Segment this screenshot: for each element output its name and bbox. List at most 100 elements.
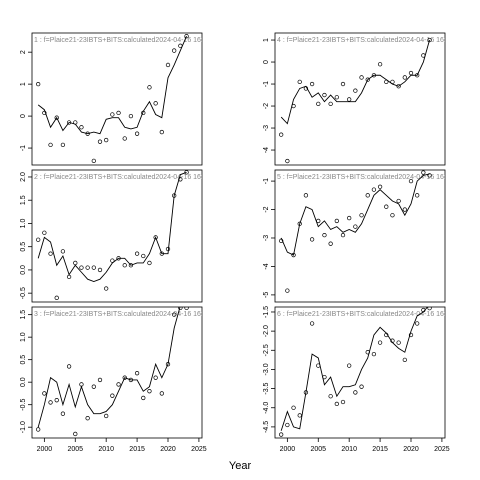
data-point	[110, 112, 115, 117]
data-point	[347, 363, 352, 368]
y-tick-label: -4.5	[263, 421, 270, 433]
y-tick-label: -0.5	[20, 399, 27, 411]
data-point	[104, 286, 109, 291]
panel: 6 : f=Plaice21-23IBTS+BITS:calculated202…	[277, 307, 445, 437]
data-point	[427, 173, 432, 178]
data-point	[279, 132, 284, 137]
data-point	[134, 371, 140, 376]
y-tick-label: 1	[263, 38, 270, 42]
panel-label: 5 : f=Plaice21-23IBTS+BITS:calculated202…	[277, 174, 450, 181]
fit-line	[280, 173, 430, 256]
data-point	[334, 95, 339, 100]
y-tick-label: -3.0	[263, 363, 270, 375]
data-point	[91, 384, 96, 389]
data-point	[328, 394, 333, 399]
y-tick-label: 0.0	[20, 377, 27, 387]
x-tick-label: 2005	[67, 446, 83, 453]
panel-frame	[31, 169, 203, 303]
data-point	[73, 260, 78, 266]
data-point	[178, 307, 183, 311]
panel-frame	[274, 169, 446, 303]
data-point	[48, 142, 53, 148]
panel: 4 : f=Plaice21-23IBTS+BITS:calculated202…	[277, 37, 450, 164]
data-point	[128, 113, 134, 119]
data-point	[421, 170, 426, 175]
data-point	[48, 400, 53, 405]
x-tick-label: 2015	[372, 446, 388, 453]
y-tick-label: -1	[263, 81, 270, 87]
y-tick-label: 0.5	[20, 355, 27, 365]
data-point	[60, 142, 66, 148]
y-tick-label: -1	[263, 178, 270, 184]
x-tick-label: 2005	[310, 446, 326, 453]
data-point	[165, 62, 171, 68]
data-point	[184, 307, 189, 311]
data-point	[309, 321, 315, 326]
data-point	[79, 265, 84, 270]
y-tick-label: -4	[263, 263, 270, 269]
y-tick-label: -1.5	[263, 306, 270, 318]
data-point	[334, 218, 339, 224]
fit-line	[280, 39, 430, 125]
data-point	[141, 253, 146, 259]
panel-label: 4 : f=Plaice21-23IBTS+BITS:calculated202…	[277, 37, 450, 44]
data-point	[66, 364, 72, 369]
data-point	[353, 390, 358, 395]
data-point	[184, 34, 189, 39]
data-point	[408, 70, 414, 76]
data-point	[172, 312, 177, 317]
data-point	[371, 351, 377, 357]
x-tick-label: 2025	[191, 446, 207, 453]
fit-line	[37, 171, 187, 283]
data-point	[48, 251, 53, 256]
data-point	[396, 198, 401, 204]
data-point	[279, 432, 284, 437]
data-point	[122, 136, 127, 141]
data-point	[122, 263, 127, 268]
data-point	[91, 158, 96, 163]
data-point	[328, 241, 333, 246]
panel: 3 : f=Plaice21-23IBTS+BITS:calculated202…	[34, 307, 202, 437]
y-tick-label: 0	[20, 114, 27, 118]
data-point	[297, 79, 302, 84]
data-point	[153, 235, 158, 240]
panel-frame	[31, 32, 203, 166]
data-point	[36, 81, 41, 87]
data-point	[340, 81, 346, 87]
y-tick-label: 2.0	[20, 172, 27, 182]
y-tick-label: -3	[263, 235, 270, 241]
data-point	[91, 265, 96, 270]
fit-line	[37, 307, 181, 428]
data-point	[371, 187, 377, 192]
data-point	[54, 398, 59, 403]
data-point	[79, 125, 84, 130]
data-point	[60, 249, 66, 254]
data-point	[97, 139, 103, 144]
panel-label: 1 : f=Plaice21-23IBTS+BITS:calculated202…	[34, 37, 207, 44]
data-point	[104, 137, 109, 143]
data-point	[184, 170, 189, 175]
data-point	[402, 357, 407, 363]
y-tick-label: 1	[20, 82, 27, 86]
data-point	[427, 37, 432, 43]
data-point	[97, 267, 103, 273]
data-point	[309, 237, 315, 242]
data-point	[365, 193, 370, 198]
y-tick-label: -4.0	[263, 402, 270, 414]
data-point	[116, 110, 121, 116]
y-tick-label: 0.5	[20, 242, 27, 252]
data-point	[359, 384, 364, 389]
data-point	[159, 391, 164, 396]
data-point	[309, 81, 315, 87]
panel-frame	[274, 306, 446, 439]
data-point	[396, 84, 401, 89]
data-point	[110, 393, 115, 398]
y-tick-label: 1.0	[20, 332, 27, 342]
x-tick-label: 2020	[160, 446, 176, 453]
data-point	[384, 204, 389, 209]
data-point	[172, 48, 177, 53]
y-tick-label: -4	[263, 147, 270, 153]
y-tick-label: -0.5	[20, 287, 27, 299]
data-point	[147, 389, 152, 394]
